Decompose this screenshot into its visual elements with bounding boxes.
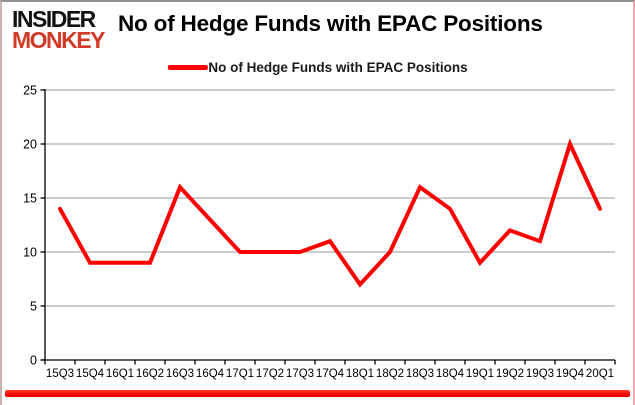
x-axis-label: 17Q2 [256,368,284,380]
series-line [58,138,602,288]
y-axis-label: 10 [23,246,37,260]
insider-monkey-logo: INSIDER MONKEY [12,6,105,54]
legend: No of Hedge Funds with EPAC Positions [167,60,468,75]
chart-title: No of Hedge Funds with EPAC Positions [118,11,543,36]
x-axis-label: 16Q2 [136,368,164,380]
x-axis-label: 19Q2 [496,368,524,380]
x-axis-label: 18Q3 [406,368,434,380]
x-axis-label: 19Q1 [466,368,494,380]
y-axis-label: 15 [23,192,37,206]
x-axis-label: 18Q1 [346,368,374,380]
y-axis-label: 20 [23,138,37,152]
x-axis-label: 18Q2 [376,368,404,380]
x-axis-label: 16Q4 [196,368,225,380]
x-axis-label: 19Q4 [556,368,585,380]
y-axis-label: 0 [30,354,37,368]
x-axis-label: 19Q3 [526,368,554,380]
logo-line-insider: INSIDER [12,6,96,32]
x-axis-label: 16Q3 [166,368,194,380]
x-axis-label: 17Q3 [286,368,314,380]
x-axis-label: 17Q4 [316,368,345,380]
x-axis-label: 16Q1 [106,368,134,380]
legend-line-swatch [167,65,208,70]
x-axis-label: 20Q1 [586,368,614,380]
x-axis-label: 15Q3 [46,368,74,380]
x-axis-label: 15Q4 [76,368,105,380]
x-axis-label: 17Q1 [226,368,254,380]
logo-line-monkey: MONKEY [12,27,105,54]
x-axis-label: 18Q4 [436,368,465,380]
y-axis-label: 25 [23,84,37,98]
bottom-red-bar [5,390,630,397]
legend-label: No of Hedge Funds with EPAC Positions [208,60,468,75]
y-axis-label: 5 [30,300,37,314]
